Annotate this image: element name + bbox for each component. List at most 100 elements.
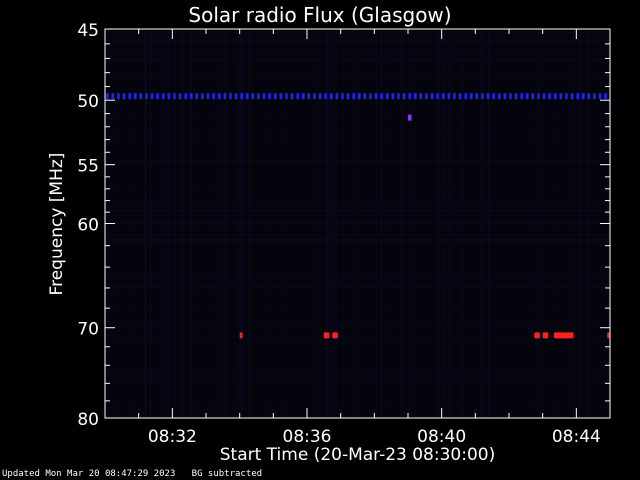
interference-dash <box>341 93 344 100</box>
interference-dash <box>397 93 400 100</box>
interference-dash <box>268 93 271 100</box>
interference-dash <box>374 93 378 100</box>
noise-row <box>105 276 610 278</box>
interference-dash <box>346 93 350 100</box>
interference-dash <box>223 93 227 100</box>
interference-dash <box>464 93 467 100</box>
interference-dash <box>195 93 199 100</box>
y-axis-label: Frequency [MHz] <box>47 152 67 296</box>
noise-row <box>105 335 610 337</box>
x-axis-label: Start Time (20-Mar-23 08:30:00) <box>219 445 496 465</box>
noise-row <box>105 40 610 42</box>
interference-dash <box>229 93 232 100</box>
interference-dash <box>330 93 333 100</box>
interference-dash <box>106 93 109 100</box>
y-tick-label: 50 <box>77 92 99 112</box>
x-tick-label: 08:44 <box>552 427 601 447</box>
interference-dash <box>363 93 367 100</box>
y-tick-label: 60 <box>77 216 99 236</box>
interference-dash <box>173 93 176 100</box>
interference-dash <box>419 93 423 100</box>
noise-row <box>105 61 610 63</box>
noise-row <box>105 221 610 223</box>
chart-title: Solar radio Flux (Glasgow) <box>188 3 452 27</box>
interference-dash <box>218 93 221 100</box>
interference-dash <box>150 93 154 100</box>
noise-row <box>105 307 610 309</box>
interference-dash <box>380 93 383 100</box>
radio-burst <box>553 332 574 339</box>
interference-dash <box>554 93 557 100</box>
interference-dash <box>234 93 238 100</box>
interference-dash <box>402 93 406 100</box>
noise-row <box>105 215 610 216</box>
noise-row <box>105 200 610 202</box>
noise-row <box>105 204 610 206</box>
emission-dot <box>408 114 412 121</box>
noise-row <box>105 207 610 209</box>
interference-dash <box>492 93 495 100</box>
interference-dash <box>503 93 507 100</box>
radio-burst <box>607 332 610 339</box>
interference-dash <box>257 93 260 100</box>
interference-dash <box>542 93 546 100</box>
interference-dash <box>240 93 243 100</box>
x-tick-label: 08:32 <box>148 427 197 447</box>
interference-dash <box>582 93 585 100</box>
y-tick-label: 45 <box>77 21 99 41</box>
noise-row <box>105 285 610 287</box>
noise-row <box>105 133 610 135</box>
interference-dash <box>570 93 574 100</box>
interference-dash <box>598 93 602 100</box>
noise-row <box>105 59 610 60</box>
interference-dash <box>559 93 563 100</box>
interference-dash <box>486 93 490 100</box>
x-tick-label: 08:36 <box>283 427 332 447</box>
radio-burst <box>239 332 243 339</box>
interference-dash <box>145 93 148 100</box>
interference-dash <box>139 93 143 100</box>
noise-row <box>105 222 610 224</box>
y-tick-label: 55 <box>77 157 99 177</box>
interference-dash <box>302 93 305 100</box>
interference-dash <box>246 93 249 100</box>
interference-dash <box>117 93 120 100</box>
interference-dash <box>324 93 327 100</box>
interference-dash <box>425 93 428 100</box>
interference-dash <box>447 93 451 100</box>
interference-dash <box>212 93 215 100</box>
noise-row <box>105 49 610 51</box>
noise-row <box>105 210 610 212</box>
radio-burst <box>542 332 549 339</box>
interference-dash <box>251 93 255 100</box>
interference-dash <box>274 93 277 100</box>
interference-dash <box>156 93 159 100</box>
interference-dash <box>481 93 484 100</box>
interference-dash <box>565 93 568 100</box>
noise-row <box>105 271 610 273</box>
interference-dash <box>134 93 137 100</box>
interference-dash <box>358 93 361 100</box>
noise-row <box>105 101 610 103</box>
interference-dash <box>111 93 115 100</box>
noise-row <box>105 224 610 226</box>
interference-dash <box>576 93 579 100</box>
radio-burst <box>323 332 330 339</box>
background-noise <box>105 29 610 418</box>
interference-dash <box>285 93 288 100</box>
interference-dash <box>206 93 210 100</box>
noise-row <box>105 185 610 187</box>
interference-dash <box>296 93 299 100</box>
interference-dash <box>313 93 316 100</box>
noise-row <box>105 373 610 375</box>
interference-dash <box>167 93 171 100</box>
noise-row <box>105 93 610 94</box>
interference-dash <box>537 93 540 100</box>
emission-features <box>106 93 610 339</box>
interference-dash <box>391 93 395 100</box>
interference-dash <box>430 93 434 100</box>
noise-row <box>105 336 610 338</box>
interference-dash <box>604 93 607 100</box>
noise-row <box>105 292 610 294</box>
interference-dash <box>335 93 339 100</box>
